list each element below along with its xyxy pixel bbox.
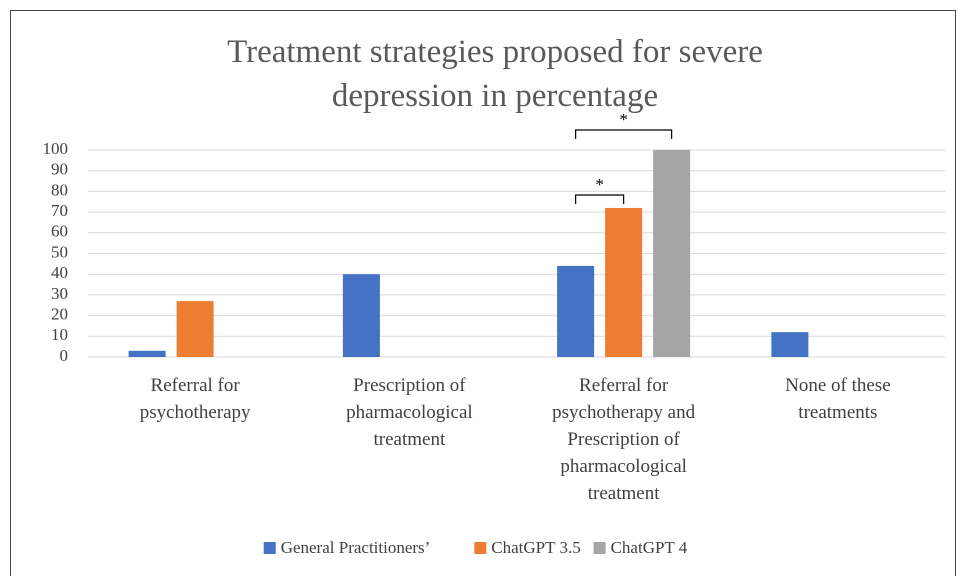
significance-bracket bbox=[575, 129, 673, 139]
y-tick-label: 70 bbox=[51, 201, 68, 220]
bar bbox=[605, 207, 643, 357]
x-tick-label: Prescription of pharmacological treatmen… bbox=[346, 375, 473, 450]
bar bbox=[653, 150, 691, 357]
x-tick-label: Referral for psychotherapy and Prescript… bbox=[552, 375, 696, 504]
y-tick-label: 90 bbox=[51, 160, 68, 179]
annotation: * bbox=[595, 175, 604, 194]
significance-bracket bbox=[575, 194, 625, 204]
chart-frame bbox=[10, 10, 956, 576]
y-tick-label: 60 bbox=[51, 222, 68, 241]
legend-swatch bbox=[263, 542, 276, 554]
y-tick-label: 100 bbox=[43, 139, 69, 158]
bar bbox=[176, 301, 214, 357]
bar bbox=[557, 265, 595, 357]
bar bbox=[128, 350, 166, 357]
legend-label: ChatGPT 3.5 bbox=[491, 538, 580, 557]
legend-label: General Practitioners’ bbox=[281, 538, 431, 557]
legend-swatch bbox=[474, 542, 487, 554]
annotation: * bbox=[619, 110, 628, 129]
x-tick-label: Referral for psychotherapy bbox=[139, 375, 251, 423]
y-tick-label: 40 bbox=[51, 263, 68, 282]
y-tick-label: 30 bbox=[51, 284, 68, 303]
bar bbox=[342, 274, 380, 357]
legend-swatch bbox=[593, 542, 606, 554]
y-tick-label: 0 bbox=[60, 346, 69, 365]
y-tick-label: 10 bbox=[51, 325, 68, 344]
legend-label: ChatGPT 4 bbox=[611, 538, 688, 557]
y-tick-label: 80 bbox=[51, 180, 68, 199]
y-tick-label: 50 bbox=[51, 242, 68, 261]
bar bbox=[771, 332, 809, 357]
chart-title: Treatment strategies proposed for severe… bbox=[227, 34, 763, 114]
y-tick-label: 20 bbox=[51, 305, 68, 324]
x-tick-label: None of these treatments bbox=[785, 375, 891, 423]
